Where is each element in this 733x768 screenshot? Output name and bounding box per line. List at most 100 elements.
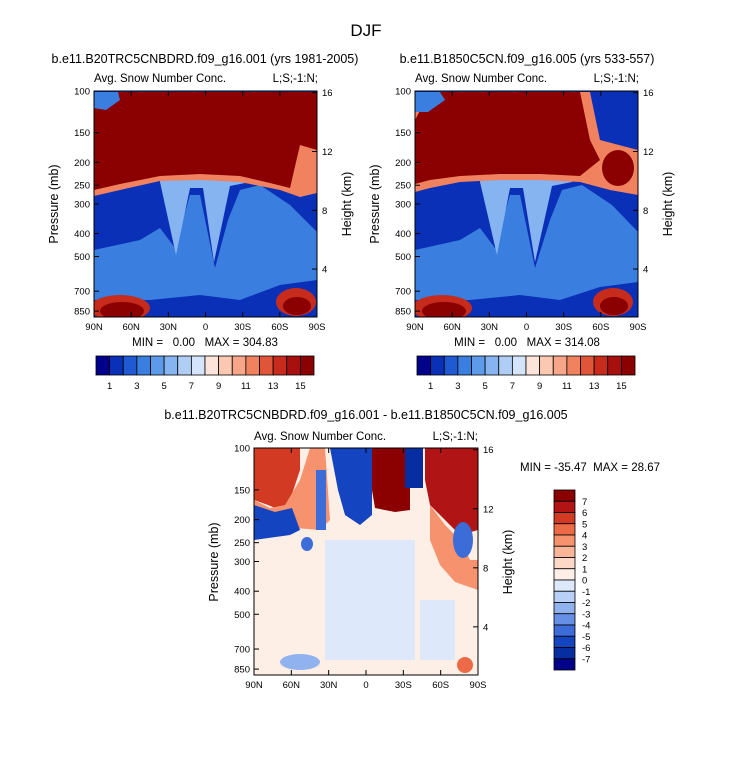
panel-diff-ytick-label-3: 250 [234,538,250,549]
panel-1-ytick-label-3: 250 [74,181,90,192]
panel-1-colorbar-label-3: 7 [189,381,194,392]
panel-1-ytick-label-7: 700 [74,287,90,298]
panel-2-surface-max-north-core [422,302,466,317]
panel-diff-colorbar-box-6 [553,557,576,570]
panel-diff-colorbar-label-5: 2 [582,553,587,564]
panel-2-colorbar-box-14 [607,355,622,376]
panel-diff-ytick-label-5: 400 [234,587,250,598]
panel-diff-colorbar-label-9: -2 [582,598,590,609]
panel-2-ylabel: Pressure (mb) [368,164,382,243]
panel-1-colorbar-box-3 [136,355,151,376]
panel-1-ytick-label-1: 150 [74,128,90,139]
panel-diff-upper-light-red [254,448,330,530]
panel-2-ytick-label-6: 500 [395,252,411,263]
panel-1-colorbar-box-9 [218,355,233,376]
panel-2-ytick-right-label-2: 8 [643,206,648,217]
panel-2-ytick-label-4: 300 [395,200,411,211]
panel-2-colorbar-box-8 [525,355,541,376]
panel-2-ytick-right-label-1: 12 [643,147,654,158]
panel-1-ytick-right-label-3: 4 [322,265,327,276]
panel-2-northern-gap [415,92,445,112]
panel-diff-colorbar-label-10: -3 [582,609,590,620]
panel-1-xtick-label-6: 90S [309,322,326,333]
panel-1-colorbar-box-13 [272,355,288,376]
panel-1-variable: Avg. Snow Number Conc. [94,73,226,85]
panel-diff-colorbar-box-9 [553,590,576,603]
panel-1-axes: 90N 60N 30N 0 30S 60S 90S 100 150 200 250 300 400 500… [74,87,332,334]
panel-diff-xtick-label-4: 30S [395,680,412,691]
panel-diff-colorbar-box-11 [553,613,576,626]
panel-2-ytick-label-8: 850 [395,307,411,318]
panel-2-axes: 90N 60N 30N 0 30S 60S 90S 100 150 200 250 300 400 500… [395,87,653,334]
panel-2-colorbar-label-5: 11 [562,381,572,392]
panel-2-ytick-label-3: 250 [395,181,411,192]
panel-2-upper-cap [415,92,600,184]
panel-diff-ytick-label-6: 500 [234,610,250,621]
panel-diff-xtick-label-2: 30N [320,680,338,691]
panel-1-ytick-right-label-1: 12 [322,147,333,158]
panel-1-ytick-right-label-0: 16 [322,88,333,99]
panel-1-xtick-label-2: 30N [160,322,178,333]
panel-2-xtick-label-6: 90S [630,322,647,333]
panel-diff-corner-label: L;S;-1:N; [433,431,478,443]
panel-diff-colorbar-box-5 [553,545,576,558]
panel-diff-blue-blob-north [301,537,313,551]
panel-1-surface-max-north-core [100,302,144,317]
panel-2-surface-max-south-core [600,297,628,315]
panel-1-colorbar-box-1 [109,355,124,376]
panel-diff-ytick-right-label-1: 12 [483,504,494,515]
panel-diff-colorbar-label-11: -4 [582,621,590,632]
panel-1-title: b.e11.B20TRC5CNBDRD.f09_g16.001 (yrs 198… [52,52,359,66]
panel-1-colorbar-label-7: 15 [295,381,306,392]
panel-2-xtick-label-5: 60S [592,322,609,333]
panel-1-colorbar-label-0: 1 [107,381,112,392]
panel-1-colorbar-box-2 [122,355,138,376]
panel-1-xtick-label-0: 90N [85,322,103,333]
panel-2-colorbar-label-2: 5 [482,381,487,392]
panel-diff-xtick-label-3: 0 [363,680,368,691]
panel-1-colorbar-label-5: 11 [241,381,251,392]
panel-1-colorbar-box-14 [286,355,301,376]
panel-2-colorbar: 1 3 5 7 9 11 13 15 [416,355,636,392]
panel-diff-variable: Avg. Snow Number Conc. [254,431,386,443]
panel-diff-colorbar-box-1 [553,500,576,513]
panel-1-surface-max-south-core [283,297,311,315]
panel-diff-ytick-label-1: 150 [234,485,250,496]
panel-diff-xtick-label-0: 90N [245,680,263,691]
panel-2-colorbar-label-0: 1 [428,381,433,392]
panel-diff-colorbar-label-7: 0 [582,576,587,587]
panel-diff-upper-red-far-south [425,448,478,535]
panel-1-ytick-label-8: 850 [74,307,90,318]
panel-2-colorbar-label-6: 13 [589,381,600,392]
panel-2-colorbar-label-1: 3 [455,381,460,392]
panel-diff-xtick-label-5: 60S [432,680,449,691]
panel-2-colorbar-box-6 [498,355,513,376]
panel-2-xtick-label-0: 90N [406,322,424,333]
panel-diff-surface-blue [280,654,320,670]
panel-1-colorbar-box-6 [177,355,192,376]
panel-diff-ytick-label-2: 200 [234,515,250,526]
panel-diff-colorbar-box-15 [553,658,576,671]
panel-1-colorbar-label-2: 5 [161,381,166,392]
panel-2-ytick-label-2: 200 [395,158,411,169]
panel-diff-ytick-label-7: 700 [234,645,250,656]
panel-2-stats: MIN = 0.00 MAX = 314.08 [454,337,600,349]
panel-diff-surface-red [457,657,473,673]
panel-2-colorbar-label-4: 9 [537,381,542,392]
figure-title: DJF [350,21,381,40]
panel-1-colorbar-label-6: 13 [268,381,279,392]
panel-diff-colorbar-box-10 [553,602,576,615]
panel-1-stats: MIN = 0.00 MAX = 304.83 [132,337,278,349]
panel-diff-colorbar-box-14 [553,647,576,660]
panel-diff-upper-northern-red [254,448,300,510]
panel-2-variable: Avg. Snow Number Conc. [415,73,547,85]
panel-2-colorbar-box-5 [484,355,500,376]
panel-2-colorbar-box-1 [430,355,445,376]
panel-2-plot-area [415,91,638,317]
panel-diff: b.e11.B20TRC5CNBDRD.f09_g16.001 - b.e11.… [164,408,660,691]
panel-diff-blue-blob-south [453,522,473,558]
panel-1-colorbar-box-0 [95,355,111,376]
panel-1-upper-cap [94,92,317,190]
panel-1-colorbar-box-11 [245,355,260,376]
